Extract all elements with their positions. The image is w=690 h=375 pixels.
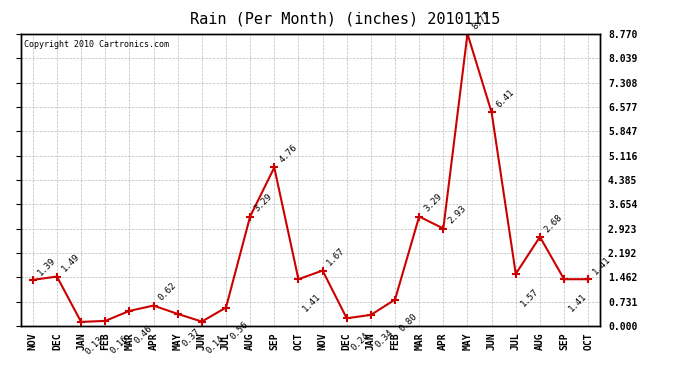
Text: 4.76: 4.76 <box>277 143 299 165</box>
Text: 0.56: 0.56 <box>229 320 250 342</box>
Text: 1.41: 1.41 <box>591 255 613 276</box>
Text: 1.57: 1.57 <box>519 286 540 308</box>
Text: 0.14: 0.14 <box>205 334 226 356</box>
Text: Copyright 2010 Cartronics.com: Copyright 2010 Cartronics.com <box>23 40 168 49</box>
Text: 1.41: 1.41 <box>302 292 323 313</box>
Text: 1.39: 1.39 <box>36 255 57 277</box>
Text: 0.46: 0.46 <box>132 323 154 345</box>
Text: 0.16: 0.16 <box>108 333 130 355</box>
Text: 2.93: 2.93 <box>446 204 468 226</box>
Text: 0.24: 0.24 <box>350 331 371 352</box>
Text: Rain (Per Month) (inches) 20101115: Rain (Per Month) (inches) 20101115 <box>190 11 500 26</box>
Text: 0.37: 0.37 <box>181 326 202 348</box>
Text: 1.67: 1.67 <box>326 246 347 268</box>
Text: 0.62: 0.62 <box>157 281 178 303</box>
Text: 6.41: 6.41 <box>495 88 516 110</box>
Text: 0.80: 0.80 <box>398 312 420 334</box>
Text: 0.34: 0.34 <box>374 327 395 349</box>
Text: 1.41: 1.41 <box>567 292 589 313</box>
Text: 0.13: 0.13 <box>84 334 106 356</box>
Text: 2.68: 2.68 <box>543 213 564 234</box>
Text: 8.77: 8.77 <box>471 9 492 31</box>
Text: 1.49: 1.49 <box>60 252 81 274</box>
Text: 3.29: 3.29 <box>253 192 275 214</box>
Text: 3.29: 3.29 <box>422 192 444 214</box>
